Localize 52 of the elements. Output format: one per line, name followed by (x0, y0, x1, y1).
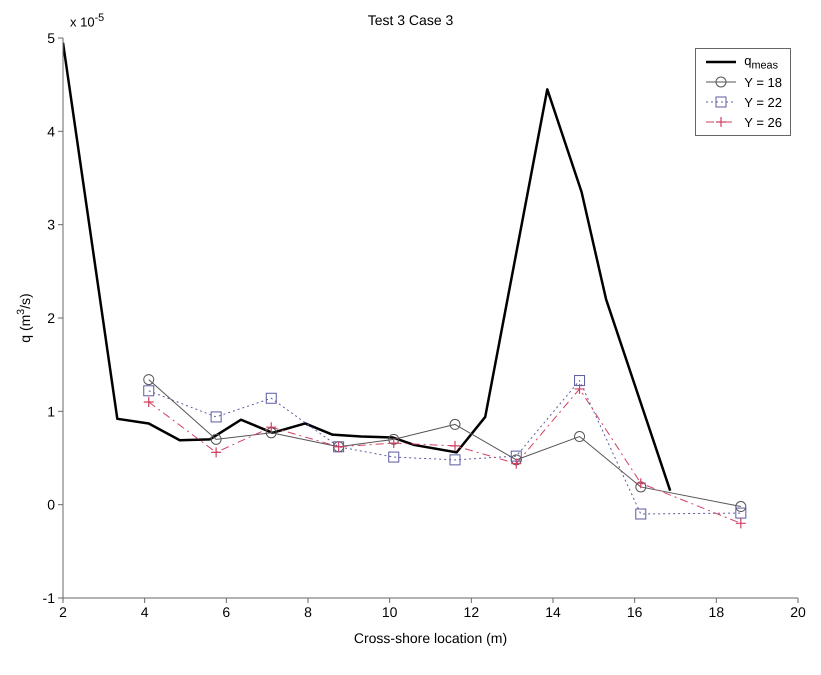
point (210, 446, 222, 458)
point (635, 478, 646, 489)
x-tick-label: 20 (790, 604, 806, 620)
point (574, 383, 586, 395)
point (388, 434, 400, 445)
point (635, 481, 646, 492)
point (735, 501, 746, 512)
point (574, 431, 586, 442)
point (635, 508, 646, 520)
point (266, 427, 277, 438)
point (510, 458, 522, 470)
x-tick-label: 12 (464, 604, 480, 620)
y-tick-label: -1 (42, 590, 56, 606)
y-tick-label: 5 (47, 30, 56, 46)
y-tick-label: 0 (47, 496, 56, 513)
x-tick-label: 6 (222, 604, 230, 620)
legend-label: Y = 22 (744, 94, 782, 110)
x-tick-label: 8 (304, 604, 312, 620)
x-tick-label: 14 (545, 604, 561, 620)
point (266, 392, 277, 404)
y-tick-label: 3 (47, 216, 56, 233)
y-tick-label: 1 (47, 403, 56, 420)
line-series (63, 41, 672, 492)
point (449, 440, 461, 452)
point (388, 437, 400, 449)
point (450, 454, 460, 466)
point (143, 396, 154, 408)
chart-title: Test 3 Case 3 (368, 12, 454, 28)
point (143, 374, 154, 386)
point (388, 452, 400, 463)
point (735, 518, 746, 529)
y-tick-label: 2 (47, 310, 56, 326)
x-tick-label: 10 (382, 604, 398, 620)
x-tick-label: 2 (59, 604, 68, 620)
point (510, 454, 522, 466)
point (510, 450, 522, 462)
text: x 10$^{-5}$ (70, 12, 104, 30)
point (574, 375, 586, 386)
point (210, 411, 222, 422)
point (450, 418, 460, 430)
x-tick-label: 18 (708, 604, 724, 620)
legend-label: q$_{meas}$ (744, 52, 778, 72)
legend-label: Y = 26 (744, 114, 782, 130)
point (210, 434, 222, 445)
x-tick-label: 4 (140, 604, 149, 620)
point (735, 508, 746, 519)
x-tick-label: 16 (626, 604, 643, 620)
point (143, 385, 154, 396)
x-axis-title: Cross-shore location (m) (354, 630, 508, 646)
y-tick-label: 4 (47, 123, 56, 140)
legend-label: Y = 18 (744, 74, 782, 90)
point (266, 422, 277, 433)
